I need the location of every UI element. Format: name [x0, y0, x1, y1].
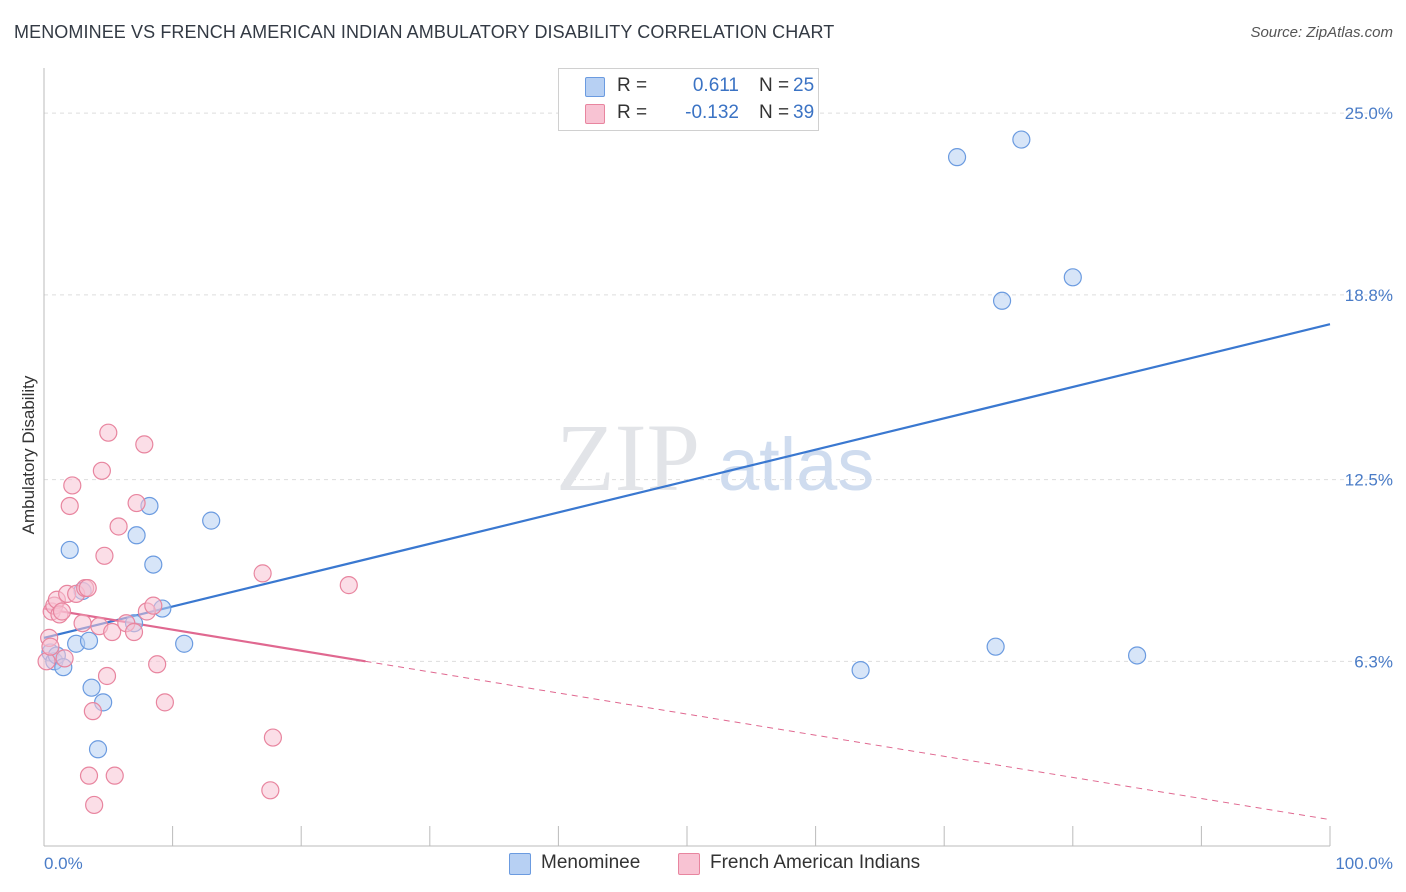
french-n-label: N = — [759, 102, 790, 123]
french-point-8 — [55, 649, 74, 668]
french-r-label: R = — [617, 102, 648, 123]
grid-lines — [44, 112, 1394, 662]
french-swatch — [585, 104, 605, 124]
menominee-point-4 — [60, 540, 79, 560]
french-point-25 — [105, 766, 124, 785]
y-tick-label-1: 12.5% — [1345, 471, 1393, 490]
french-point-34 — [155, 693, 174, 712]
menominee-trend-line — [43, 323, 1331, 639]
french-point-33 — [148, 655, 167, 674]
french-point-37 — [261, 781, 280, 800]
watermark-zip: ZIP — [556, 404, 700, 511]
french-point-36 — [263, 728, 283, 747]
bottom-french-swatch — [678, 853, 700, 875]
watermark: ZIP atlas — [556, 404, 874, 511]
stats-legend: R = 0.611 N = 25 R = -0.132 N = 39 — [558, 68, 819, 131]
source-label: Source: ZipAtlas.com — [1250, 24, 1393, 41]
french-point-11 — [63, 476, 82, 495]
french-point-7 — [52, 602, 72, 621]
french-point-15 — [78, 578, 97, 598]
menominee-r-value: 0.611 — [692, 75, 739, 96]
french-point-26 — [109, 517, 128, 536]
french-point-17 — [83, 702, 102, 721]
french-point-38 — [339, 576, 358, 595]
y-tick-label-3: 25.0% — [1345, 104, 1393, 123]
menominee-point-17 — [202, 511, 221, 530]
french-point-35 — [253, 564, 272, 583]
french-point-13 — [73, 614, 92, 633]
y-axis-label: Ambulatory Disability — [19, 375, 38, 534]
menominee-point-22 — [1012, 130, 1031, 149]
menominee-point-14 — [144, 555, 163, 574]
menominee-swatch — [585, 77, 605, 97]
french-point-18 — [85, 795, 104, 815]
menominee-point-7 — [79, 631, 99, 650]
french-point-29 — [127, 493, 146, 513]
y-tick-labels: 6.3% 12.5% 18.8% 25.0% — [1345, 104, 1393, 671]
french-point-2 — [41, 637, 60, 656]
french-point-16 — [79, 766, 99, 785]
french-point-30 — [135, 435, 154, 454]
menominee-point-21 — [992, 291, 1012, 310]
axes — [43, 68, 1331, 847]
menominee-point-8 — [82, 678, 101, 697]
menominee-point-16 — [175, 634, 194, 653]
menominee-point-18 — [851, 661, 870, 680]
french-point-21 — [95, 546, 114, 565]
french-point-32 — [144, 596, 163, 615]
menominee-r-label: R = — [617, 75, 648, 96]
french-point-20 — [92, 461, 111, 480]
watermark-atlas: atlas — [718, 423, 874, 506]
french-r-value: -0.132 — [685, 102, 739, 123]
x-tick-label-0: 0.0% — [44, 854, 83, 873]
y-tick-label-0: 6.3% — [1354, 652, 1393, 671]
french-point-23 — [99, 423, 118, 442]
french-point-22 — [97, 666, 117, 686]
menominee-point-24 — [1127, 646, 1147, 665]
bottom-menominee-swatch — [509, 853, 531, 875]
x-tick-labels: 0.0% 100.0% — [44, 854, 1393, 873]
french-trend-line-extension — [365, 660, 1331, 821]
french-point-10 — [60, 496, 79, 516]
french-point-28 — [124, 622, 144, 642]
x-tick-label-1: 100.0% — [1335, 854, 1393, 873]
menominee-point-23 — [1063, 268, 1082, 287]
menominee-n-value: 25 — [793, 75, 815, 96]
trend-lines — [43, 323, 1331, 821]
menominee-point-12 — [127, 526, 146, 545]
menominee-point-19 — [947, 148, 967, 167]
y-tick-label-2: 18.8% — [1345, 286, 1393, 305]
menominee-point-20 — [986, 637, 1005, 656]
chart-title: MENOMINEE VS FRENCH AMERICAN INDIAN AMBU… — [14, 22, 835, 42]
french-point-24 — [103, 622, 122, 642]
data-points — [37, 130, 1147, 815]
menominee-n-label: N = — [759, 75, 790, 96]
french-n-value: 39 — [793, 102, 815, 123]
bottom-menominee-label: Menominee — [541, 852, 641, 873]
menominee-point-9 — [88, 740, 108, 759]
bottom-french-label: French American Indians — [710, 852, 921, 873]
